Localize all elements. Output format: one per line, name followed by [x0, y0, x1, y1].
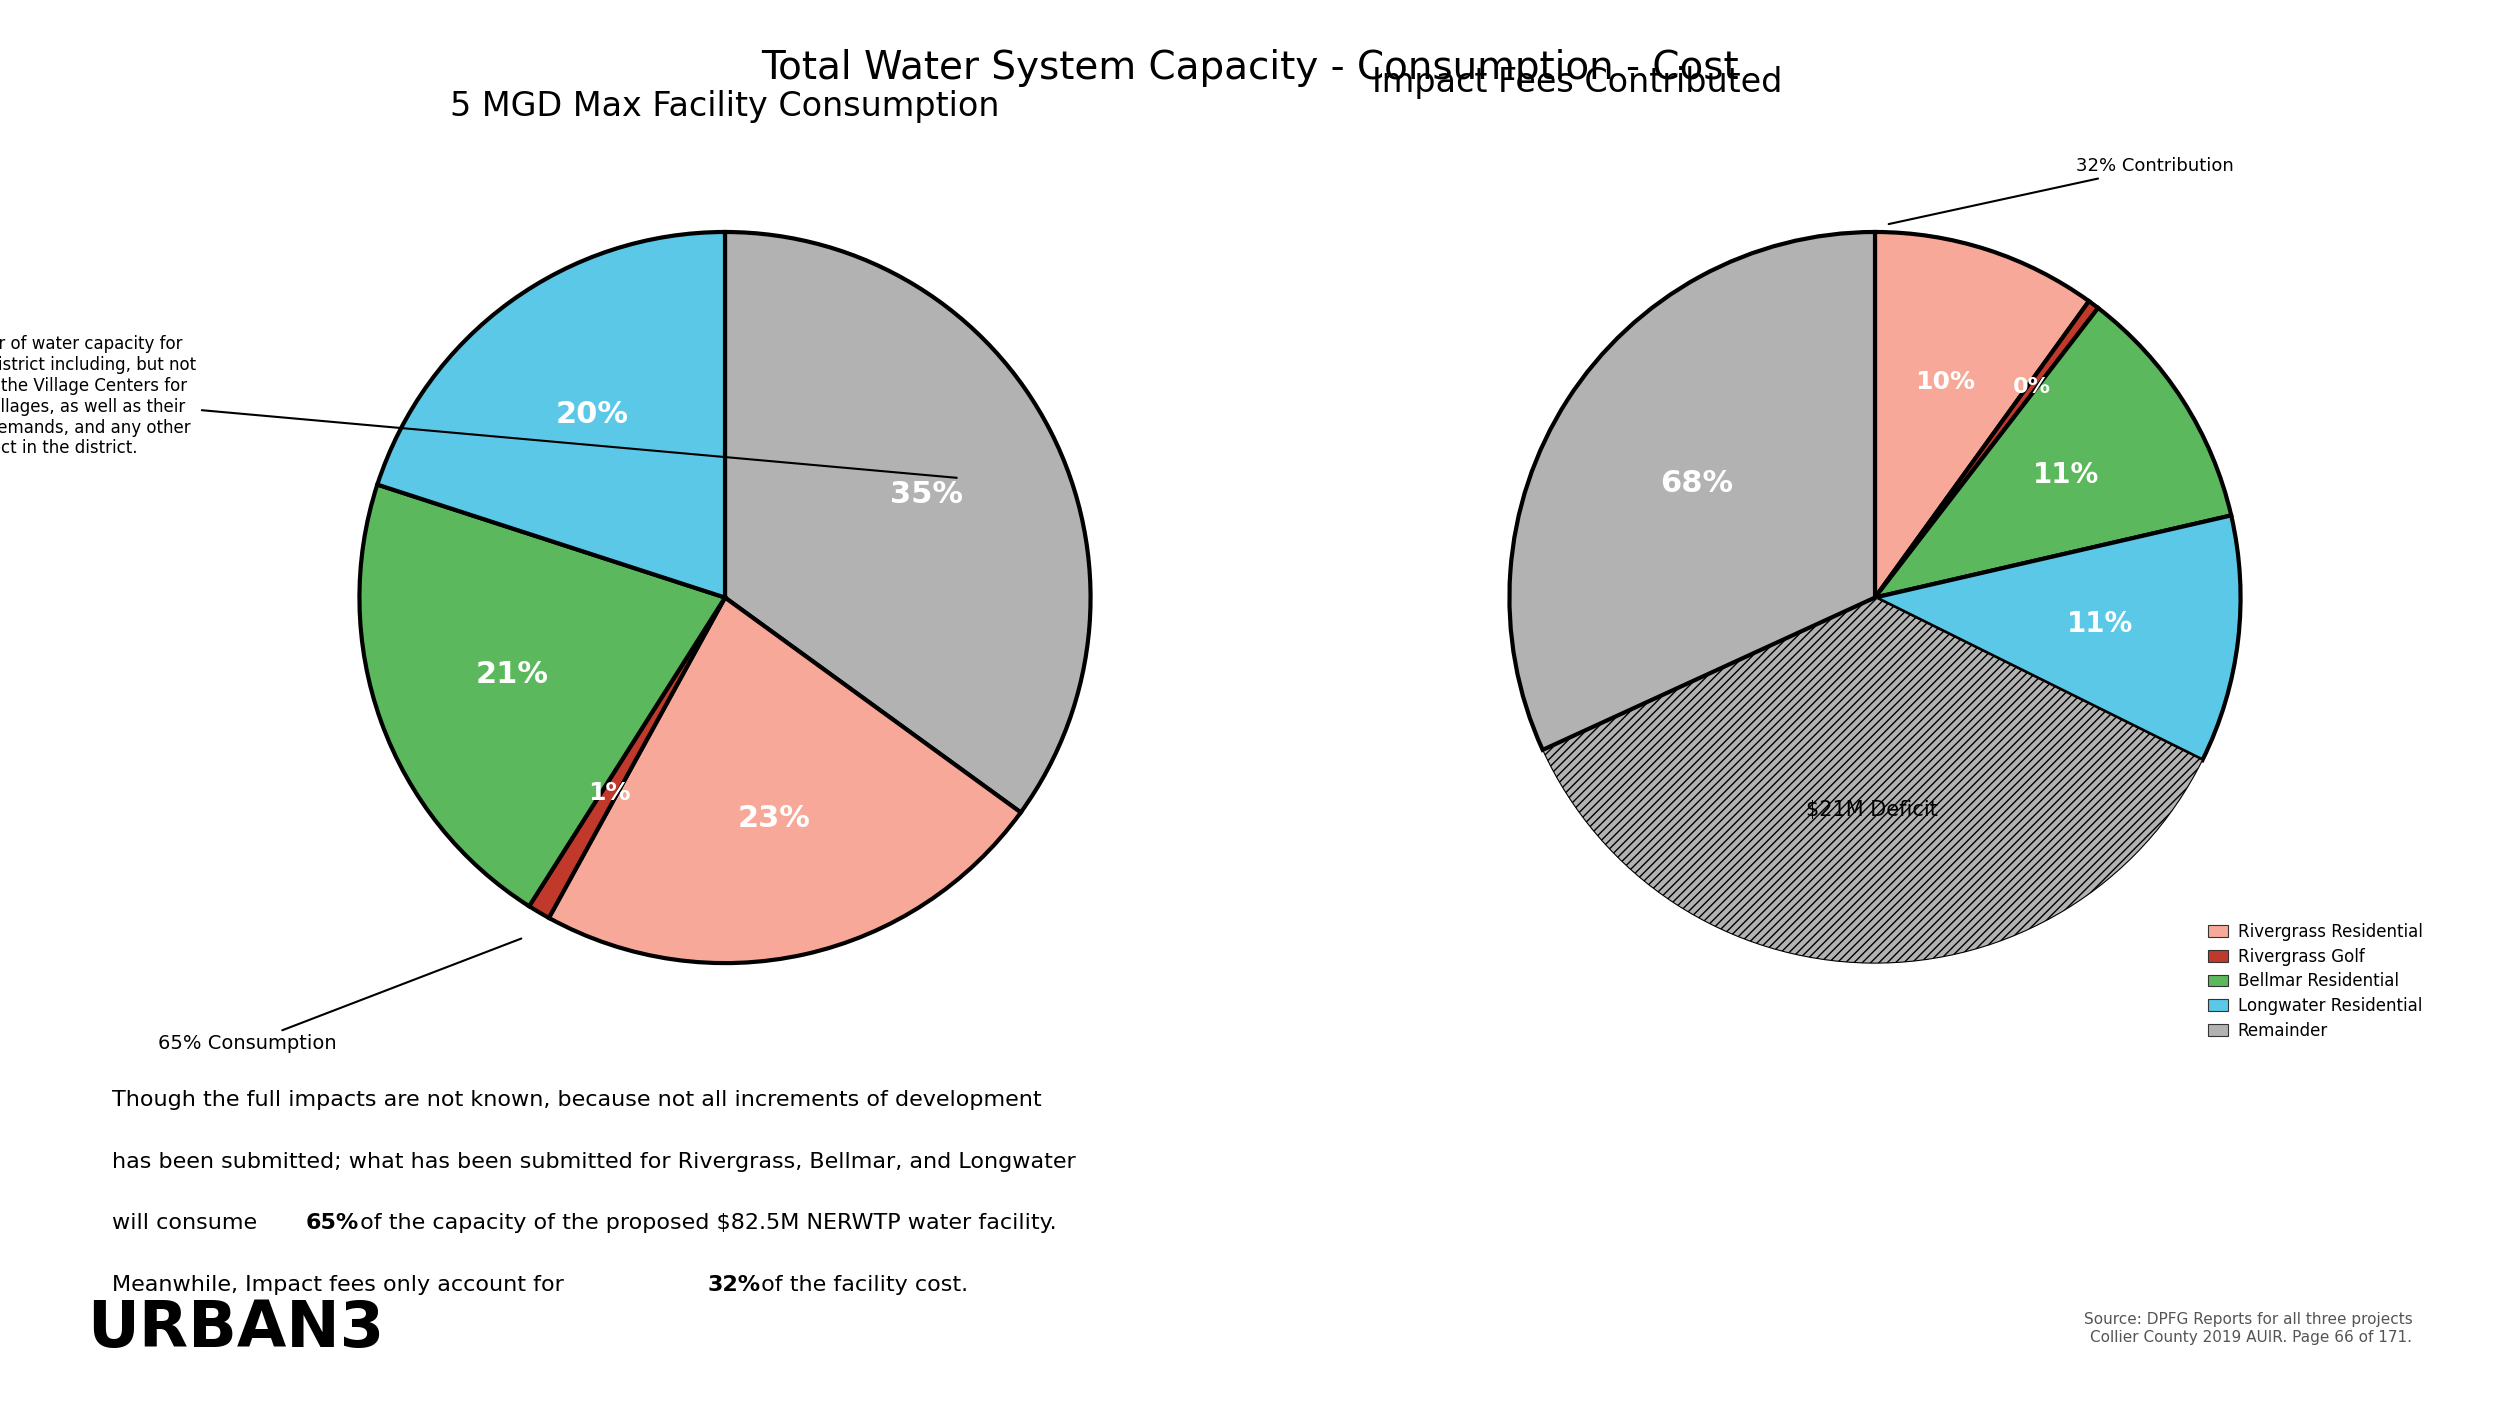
- Text: $21M Deficit: $21M Deficit: [1805, 800, 1938, 820]
- Wedge shape: [1875, 232, 2090, 598]
- Text: Meanwhile, Impact fees only account for: Meanwhile, Impact fees only account for: [112, 1275, 572, 1295]
- Text: of the capacity of the proposed $82.5M NERWTP water facility.: of the capacity of the proposed $82.5M N…: [352, 1213, 1058, 1233]
- Legend: Rivergrass Residential, Rivergrass Golf, Bellmar Residential, Longwater Resident: Rivergrass Residential, Rivergrass Golf,…: [2200, 917, 2430, 1046]
- Text: 68%: 68%: [1660, 468, 1732, 498]
- Wedge shape: [360, 485, 725, 907]
- Wedge shape: [1875, 516, 2240, 761]
- Text: will consume: will consume: [112, 1213, 265, 1233]
- Wedge shape: [530, 598, 725, 918]
- Text: 11%: 11%: [2068, 610, 2132, 638]
- Text: URBAN3: URBAN3: [88, 1298, 385, 1360]
- Text: Remainder of water capacity for
the entire district including, but not
limited t: Remainder of water capacity for the enti…: [0, 336, 958, 478]
- Text: 65%: 65%: [305, 1213, 360, 1233]
- Wedge shape: [1510, 232, 1875, 749]
- Text: 0%: 0%: [2013, 377, 2052, 396]
- Text: Total Water System Capacity - Consumption - Cost: Total Water System Capacity - Consumptio…: [760, 49, 1740, 87]
- Wedge shape: [1542, 598, 2202, 963]
- Wedge shape: [378, 232, 725, 598]
- Text: 32%: 32%: [707, 1275, 760, 1295]
- Text: Source: DPFG Reports for all three projects
Collier County 2019 AUIR. Page 66 of: Source: DPFG Reports for all three proje…: [2085, 1312, 2412, 1346]
- Text: 23%: 23%: [738, 804, 810, 834]
- Text: 21%: 21%: [475, 659, 548, 689]
- Text: 35%: 35%: [890, 481, 963, 509]
- Text: 20%: 20%: [555, 399, 628, 429]
- Wedge shape: [1875, 301, 2098, 598]
- Text: 32% Contribution: 32% Contribution: [1888, 157, 2235, 224]
- Wedge shape: [1875, 308, 2230, 598]
- Text: Impact Fees Contributed: Impact Fees Contributed: [1372, 66, 1782, 98]
- Text: 65% Consumption: 65% Consumption: [158, 939, 522, 1053]
- Text: has been submitted; what has been submitted for Rivergrass, Bellmar, and Longwat: has been submitted; what has been submit…: [112, 1152, 1075, 1171]
- Text: 10%: 10%: [1915, 370, 1975, 394]
- Text: 1%: 1%: [588, 780, 630, 804]
- Wedge shape: [550, 598, 1020, 963]
- Text: 11%: 11%: [2032, 461, 2100, 489]
- Text: Though the full impacts are not known, because not all increments of development: Though the full impacts are not known, b…: [112, 1090, 1042, 1109]
- Text: of the facility cost.: of the facility cost.: [755, 1275, 968, 1295]
- Title: 5 MGD Max Facility Consumption: 5 MGD Max Facility Consumption: [450, 90, 1000, 122]
- Wedge shape: [725, 232, 1090, 813]
